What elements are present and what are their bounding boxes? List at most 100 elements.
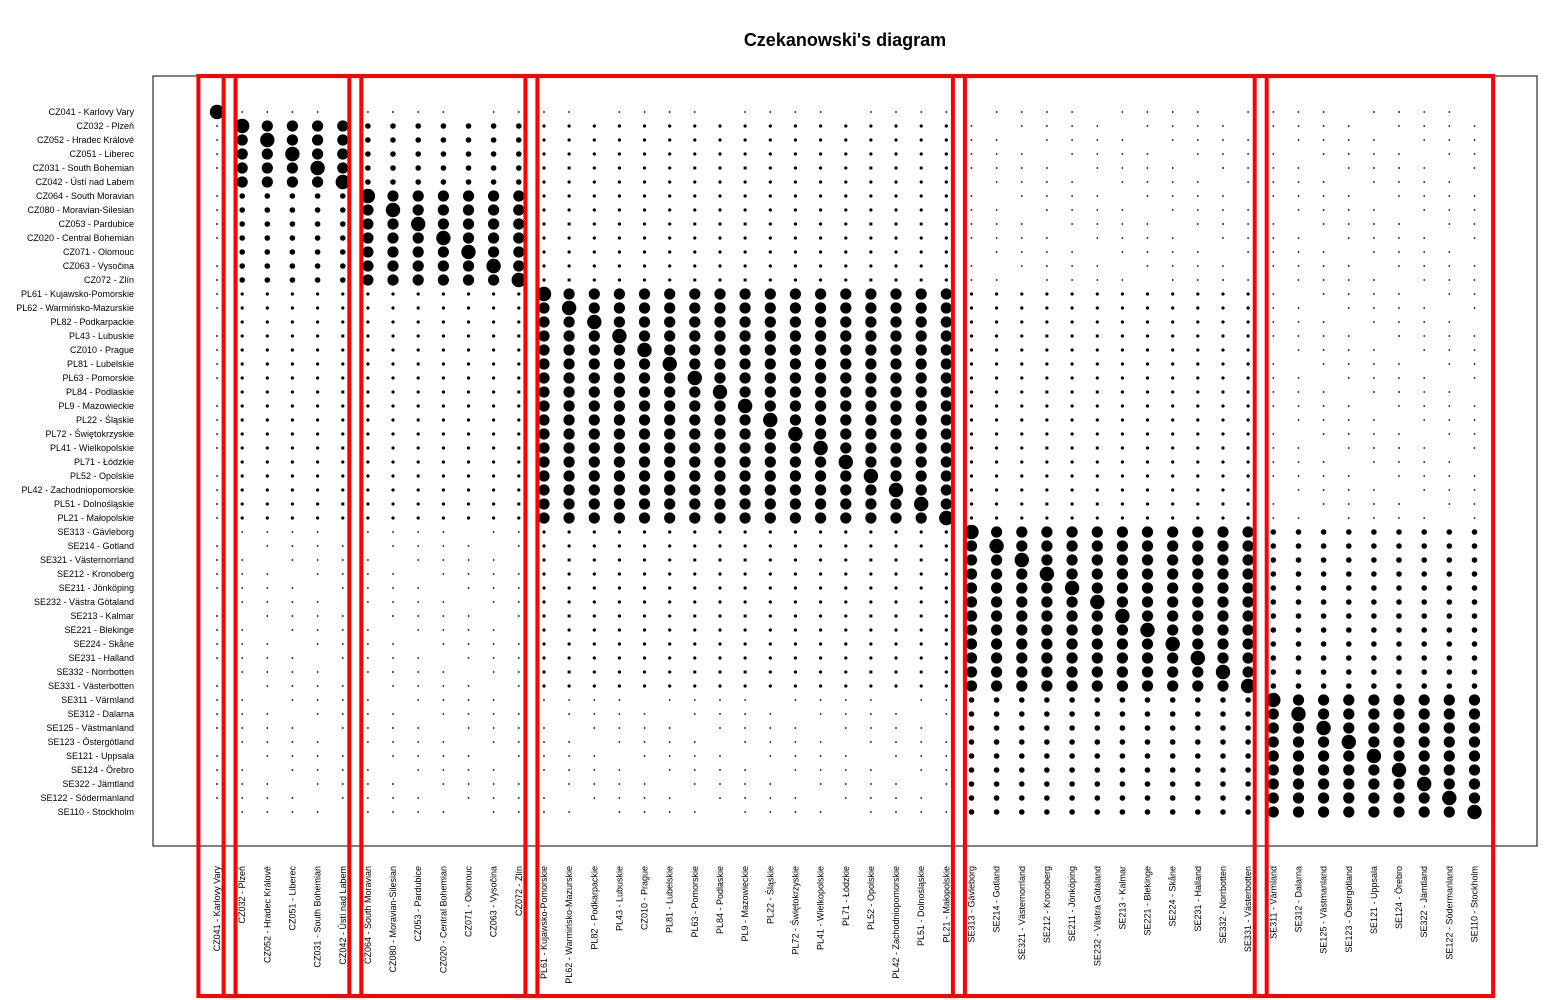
similarity-dot [1195,697,1201,703]
similarity-dot [563,330,575,342]
similarity-dot [340,207,346,213]
similarity-dot [969,446,974,450]
similarity-dot [241,629,244,631]
similarity-dot [1140,622,1155,638]
similarity-dot [1195,711,1201,717]
similarity-dot [517,376,521,380]
similarity-dot [1473,167,1476,169]
similarity-dot [1423,279,1426,281]
similarity-dot [940,428,952,440]
similarity-dot [638,456,651,468]
similarity-dot [995,502,999,506]
similarity-dot [915,372,927,384]
similarity-dot [391,320,395,324]
similarity-dot [1144,809,1151,815]
similarity-dot [739,302,751,314]
similarity-dot [1071,223,1073,225]
similarity-dot [1095,474,1099,478]
similarity-dot [693,684,697,688]
similarity-dot [216,209,218,211]
similarity-dot [563,344,575,356]
similarity-dot [1295,655,1302,661]
similarity-dot [567,670,571,674]
similarity-dot [365,165,371,171]
similarity-dot [919,264,923,268]
x-tick-label: SE231 - Halland [1193,866,1203,932]
similarity-dot [367,573,369,575]
similarity-dot [995,209,998,211]
similarity-dot [316,334,320,338]
similarity-dot [743,670,747,674]
similarity-dot [391,502,395,506]
similarity-dot [1192,582,1204,594]
similarity-dot [1245,767,1251,773]
similarity-dot [1272,111,1275,113]
similarity-dot [693,656,697,660]
similarity-dot [1295,641,1302,647]
similarity-dot [1242,554,1254,566]
similarity-dot [417,629,420,631]
similarity-dot [819,222,823,226]
similarity-dot [693,152,697,156]
similarity-dot [466,474,471,478]
similarity-dot [236,176,248,188]
similarity-dot [789,498,802,510]
similarity-dot [794,699,797,701]
similarity-dot [314,207,321,213]
similarity-dot [216,685,218,687]
similarity-dot [1246,418,1250,422]
similarity-dot [538,428,550,440]
similarity-dot [341,376,345,380]
similarity-dot [739,470,751,482]
similarity-dot [1071,139,1073,141]
similarity-dot [366,446,370,450]
similarity-dot [1368,708,1380,720]
similarity-dot [261,120,273,132]
similarity-dot [714,344,726,356]
similarity-dot [417,615,420,617]
similarity-dot [718,222,722,226]
similarity-dot [789,330,802,342]
similarity-dot [940,330,952,342]
similarity-dot [744,727,746,729]
similarity-dot [241,699,244,701]
similarity-dot [668,755,671,757]
similarity-dot [920,769,923,771]
similarity-dot [588,442,600,454]
similarity-dot [265,362,269,366]
similarity-dot [793,600,798,604]
similarity-dot [1391,762,1407,778]
x-tick-label: SE332 - Norrbotten [1218,866,1228,944]
similarity-dot [340,249,346,255]
similarity-dot [517,306,521,310]
similarity-dot [819,208,823,212]
similarity-dot [1446,529,1453,535]
similarity-dot [1196,223,1199,225]
similarity-dot [1371,585,1377,591]
similarity-dot [1242,568,1254,580]
similarity-dot [465,137,472,143]
similarity-dot [1144,753,1151,759]
similarity-dot [1020,125,1023,127]
similarity-dot [1167,526,1179,538]
similarity-dot [1267,722,1279,734]
similarity-dot [1014,552,1029,568]
similarity-dot [693,208,697,212]
similarity-dot [461,244,476,260]
similarity-dot [1242,638,1254,650]
similarity-dot [291,601,294,603]
similarity-dot [1119,697,1126,703]
similarity-dot [517,587,520,589]
similarity-dot [1145,432,1150,436]
similarity-dot [1272,307,1275,309]
similarity-dot [668,797,671,799]
similarity-dot [416,348,420,352]
similarity-dot [613,302,626,314]
similarity-dot [1171,125,1174,127]
similarity-dot [969,502,974,506]
similarity-dot [1020,181,1023,183]
similarity-dot [316,516,320,520]
similarity-dot [1116,652,1128,664]
similarity-dot [919,572,923,576]
similarity-dot [513,190,525,202]
